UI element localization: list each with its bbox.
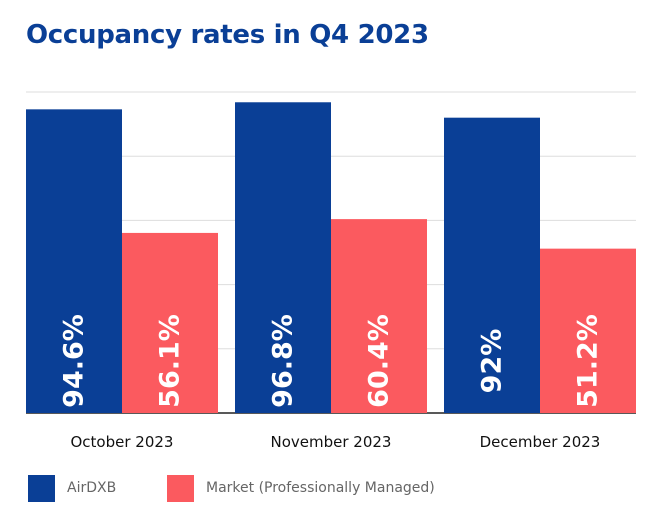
chart-title: Occupancy rates in Q4 2023 [26, 20, 429, 50]
legend-swatch-market [167, 474, 194, 502]
x-tick-label: November 2023 [271, 433, 392, 451]
legend-swatch-airdxb [28, 474, 55, 502]
data-labels: 94.6% 96.8% 92% 56.1% 60.4% 51.2% [59, 314, 604, 408]
bar-airdxb-1 [26, 109, 122, 414]
x-tick-label: December 2023 [480, 433, 601, 451]
x-tick-label: October 2023 [71, 433, 174, 451]
data-label: 51.2% [573, 314, 604, 408]
bar-airdxb-3 [444, 117, 540, 414]
bar-airdxb-2 [235, 102, 331, 413]
bar-market-3 [540, 248, 636, 413]
bars [26, 102, 636, 414]
data-label: 92% [477, 329, 508, 394]
data-label: 60.4% [364, 314, 395, 408]
bar-market-2 [331, 219, 427, 413]
data-label: 56.1% [155, 314, 186, 408]
legend-item-market: Market (Professionally Managed) [167, 474, 435, 502]
legend-label-airdxb: AirDXB [67, 480, 117, 496]
data-label: 94.6% [59, 314, 90, 408]
bar-market-1 [122, 232, 218, 413]
data-label: 96.8% [268, 314, 299, 408]
legend-label-market: Market (Professionally Managed) [206, 480, 435, 496]
legend-item-airdxb: AirDXB [28, 474, 116, 502]
x-axis-tick-labels: October 2023 November 2023 December 2023 [71, 433, 601, 451]
